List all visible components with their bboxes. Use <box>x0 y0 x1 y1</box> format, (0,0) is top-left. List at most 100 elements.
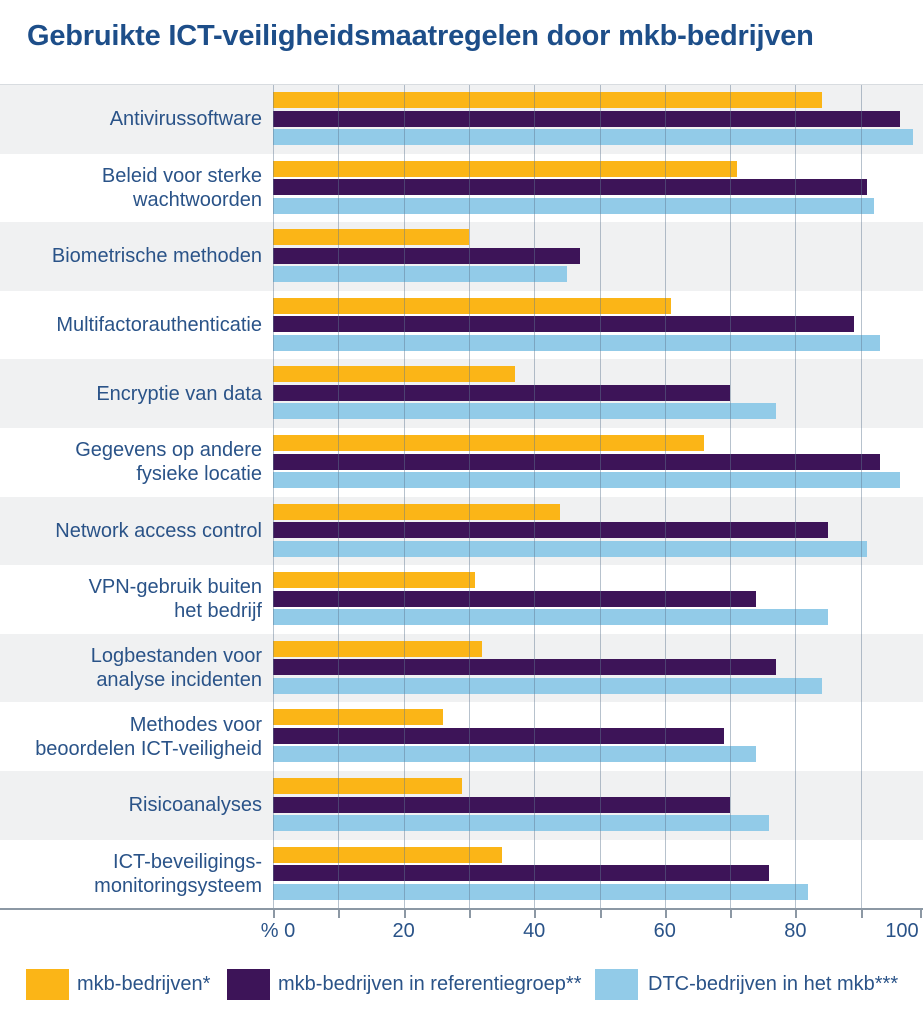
category-label: Methodes voor beoordelen ICT-veiligheid <box>12 702 262 771</box>
x-axis-tick <box>534 910 537 919</box>
category-label: Gegevens op andere fysieke locatie <box>12 428 262 497</box>
bar-series-1 <box>273 503 561 520</box>
bar-series-2 <box>273 796 731 813</box>
x-axis-tick <box>599 910 602 919</box>
legend-label-series-2: mkb-bedrijven in referentiegroep** <box>278 973 582 995</box>
bar-series-3 <box>273 266 567 283</box>
bar-series-2 <box>273 453 881 470</box>
chart-title: Gebruikte ICT-veiligheidsmaatregelen doo… <box>27 20 814 52</box>
category-label-line: wachtwoorden <box>133 188 262 211</box>
bar-series-1 <box>273 846 502 863</box>
bar-series-1 <box>273 297 672 314</box>
category-label: ICT-beveiligings-monitoringsysteem <box>12 840 262 909</box>
x-axis-tick <box>730 910 733 919</box>
x-axis-tick <box>338 910 341 919</box>
gridline <box>403 85 405 909</box>
category-label-line: Risicoanalyses <box>128 794 262 817</box>
x-axis-tick <box>468 910 471 919</box>
category-label-line: het bedrijf <box>174 600 262 623</box>
category-label: Encryptie van data <box>12 359 262 428</box>
x-axis-tick-label: 60 <box>653 920 676 943</box>
category-label-line: Multifactorauthenticatie <box>56 314 262 337</box>
bar-series-2 <box>273 522 829 539</box>
bar-series-2 <box>273 384 731 401</box>
category-label-line: Antivirussoftware <box>109 108 262 131</box>
category-label: Beleid voor sterke wachtwoorden <box>12 154 262 223</box>
bar-series-2 <box>273 590 757 607</box>
gridline <box>338 85 340 909</box>
category-label-line: Biometrische methoden <box>51 245 262 268</box>
bar-series-2 <box>273 110 900 127</box>
gridline <box>664 85 666 909</box>
category-label-line: Network access control <box>55 519 262 542</box>
bar-series-3 <box>273 609 829 626</box>
bar-series-3 <box>273 746 757 763</box>
bar-series-1 <box>273 366 515 383</box>
bar-series-3 <box>273 677 822 694</box>
gridline <box>599 85 601 909</box>
x-axis-tick <box>860 910 863 919</box>
bar-series-3 <box>273 472 900 488</box>
bar-series-2 <box>273 727 724 744</box>
plot-top-border <box>0 84 923 85</box>
x-axis-tick-label: 20 <box>392 920 415 943</box>
bar-series-2 <box>273 659 776 676</box>
category-label-line: analyse incidenten <box>96 669 262 692</box>
x-axis-tick-label: % 0 <box>260 920 296 943</box>
category-label-line: Gegevens op andere <box>75 439 262 462</box>
gridline <box>860 85 862 909</box>
category-label: Risicoanalyses <box>12 771 262 840</box>
gridline <box>273 85 274 909</box>
legend-label-series-1: mkb-bedrijven* <box>77 973 211 995</box>
x-axis-line <box>0 908 923 911</box>
x-axis-tick <box>920 910 922 919</box>
bar-series-1 <box>273 778 463 794</box>
gridline <box>534 85 536 909</box>
category-label-line: Beleid voor sterke <box>101 164 262 187</box>
bar-series-1 <box>273 640 482 657</box>
category-label: Multifactorauthenticatie <box>12 291 262 360</box>
bar-series-3 <box>273 403 776 420</box>
category-label-line: Encryptie van data <box>96 382 262 405</box>
bar-series-2 <box>273 865 770 882</box>
bar-series-3 <box>273 334 881 351</box>
bar-series-3 <box>273 197 874 214</box>
category-label-line: fysieke locatie <box>136 463 262 486</box>
x-axis-tick <box>664 910 667 919</box>
category-label: Logbestanden voor analyse incidenten <box>12 634 262 703</box>
category-label-line: monitoringsysteem <box>94 874 262 897</box>
gridline <box>795 85 797 909</box>
legend-swatch-series-2 <box>227 969 270 1000</box>
bar-series-3 <box>273 815 770 831</box>
category-label: VPN-gebruik buiten het bedrijf <box>12 565 262 634</box>
category-label-line: Methodes voor <box>129 713 262 736</box>
legend-swatch-series-1 <box>26 969 69 1000</box>
bar-series-3 <box>273 129 913 145</box>
category-label-line: Logbestanden voor <box>90 645 262 668</box>
category-label: Antivirussoftware <box>12 85 262 154</box>
x-axis-tick <box>403 910 406 919</box>
category-label: Network access control <box>12 497 262 566</box>
bar-series-3 <box>273 883 809 900</box>
bar-series-2 <box>273 316 855 333</box>
bar-series-3 <box>273 540 868 557</box>
category-label-line: VPN-gebruik buiten <box>88 576 262 599</box>
bar-series-1 <box>273 160 737 177</box>
category-label: Biometrische methoden <box>12 222 262 291</box>
bar-series-1 <box>273 229 469 246</box>
bar-series-1 <box>273 709 443 726</box>
gridline <box>730 85 732 909</box>
legend-label-series-3: DTC-bedrijven in het mkb*** <box>648 973 899 995</box>
x-axis-tick <box>795 910 798 919</box>
legend-swatch-series-3 <box>595 969 638 1000</box>
bar-series-2 <box>273 179 868 196</box>
category-label-line: beoordelen ICT-veiligheid <box>35 737 262 760</box>
bar-series-2 <box>273 247 580 264</box>
category-label-line: ICT-beveiligings- <box>113 850 262 873</box>
gridline <box>468 85 470 909</box>
bar-series-1 <box>273 92 822 108</box>
bar-series-1 <box>273 572 476 589</box>
x-axis-tick-label: 100 <box>885 920 919 943</box>
x-axis-tick-label: 80 <box>784 920 807 943</box>
